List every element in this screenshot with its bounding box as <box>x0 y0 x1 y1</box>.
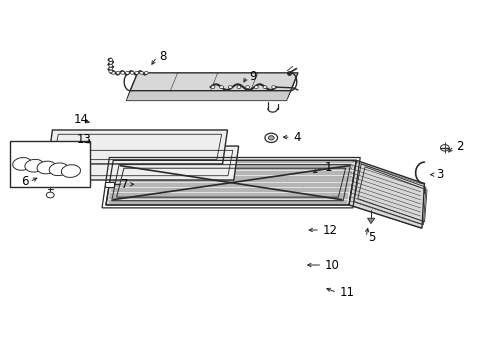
Text: 4: 4 <box>292 131 300 144</box>
Circle shape <box>111 71 115 74</box>
Text: 6: 6 <box>21 175 28 188</box>
Polygon shape <box>127 80 294 98</box>
Circle shape <box>109 70 113 73</box>
Text: 7: 7 <box>120 178 128 191</box>
Circle shape <box>109 59 113 62</box>
Circle shape <box>210 86 214 89</box>
Circle shape <box>116 71 120 74</box>
Ellipse shape <box>61 165 81 177</box>
Polygon shape <box>106 160 356 205</box>
Ellipse shape <box>25 159 44 172</box>
Polygon shape <box>367 218 374 224</box>
Text: 9: 9 <box>249 70 256 83</box>
Text: 12: 12 <box>322 224 337 237</box>
Polygon shape <box>348 160 424 228</box>
Polygon shape <box>126 83 293 101</box>
Text: 8: 8 <box>159 50 166 63</box>
Text: 11: 11 <box>339 286 354 299</box>
Bar <box>105 182 114 187</box>
Circle shape <box>109 64 113 67</box>
Bar <box>10 141 90 187</box>
Text: 10: 10 <box>324 258 339 271</box>
Ellipse shape <box>49 163 68 176</box>
Circle shape <box>135 71 139 74</box>
Text: 13: 13 <box>77 134 91 147</box>
Circle shape <box>245 86 249 89</box>
Text: 1: 1 <box>324 161 331 174</box>
Circle shape <box>271 86 275 89</box>
Circle shape <box>264 133 277 143</box>
Circle shape <box>219 86 223 89</box>
Polygon shape <box>130 73 297 91</box>
Circle shape <box>121 71 124 74</box>
Text: 5: 5 <box>368 231 375 244</box>
Circle shape <box>144 71 148 74</box>
Circle shape <box>268 136 274 140</box>
Circle shape <box>140 71 143 74</box>
Circle shape <box>254 86 258 89</box>
Circle shape <box>130 71 134 74</box>
Circle shape <box>237 86 241 89</box>
Circle shape <box>125 71 129 74</box>
Text: 2: 2 <box>455 140 463 153</box>
Circle shape <box>440 145 448 151</box>
Circle shape <box>263 86 266 89</box>
Polygon shape <box>47 130 227 164</box>
Polygon shape <box>128 76 296 94</box>
Circle shape <box>109 67 113 70</box>
Circle shape <box>46 192 54 198</box>
Text: 3: 3 <box>436 168 443 181</box>
Circle shape <box>109 62 113 64</box>
Circle shape <box>228 86 232 89</box>
Ellipse shape <box>13 158 32 170</box>
Ellipse shape <box>37 161 56 174</box>
Text: 14: 14 <box>73 113 88 126</box>
Polygon shape <box>54 146 238 180</box>
